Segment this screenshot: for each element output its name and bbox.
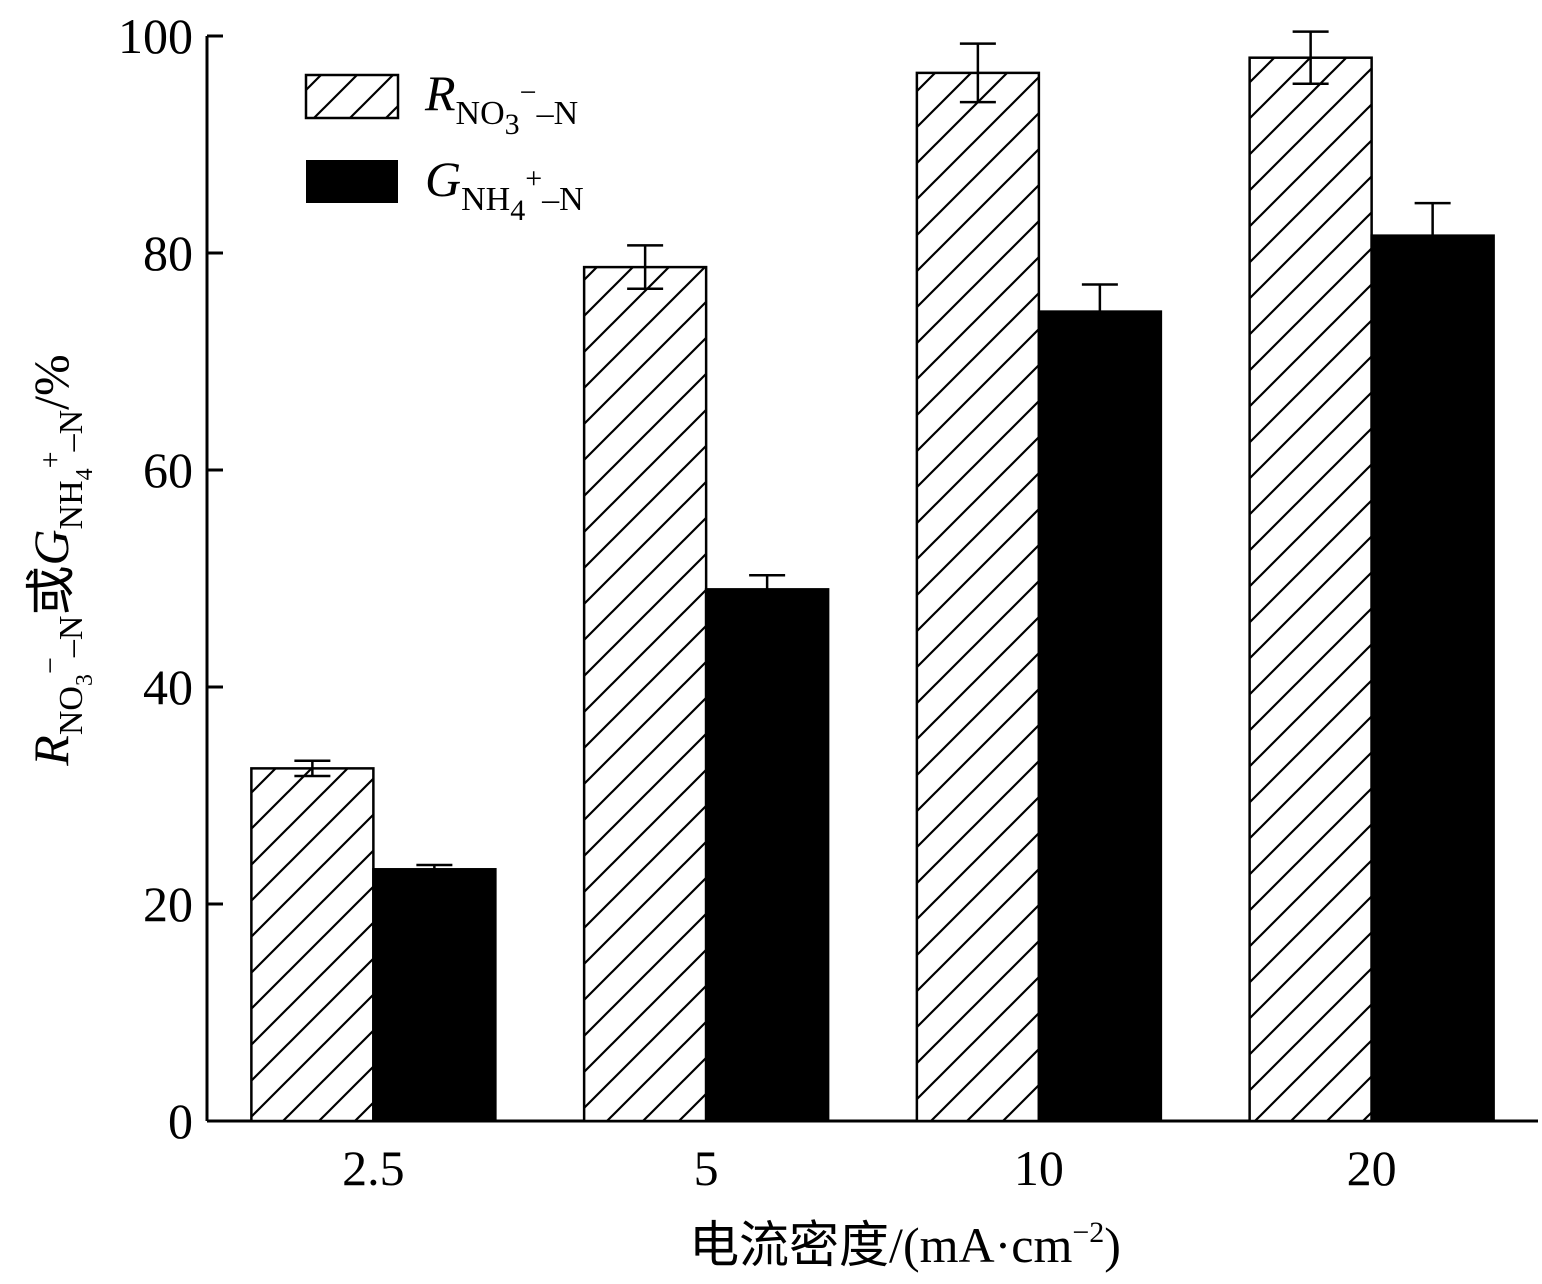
legend-label-g: GNH4+–N bbox=[425, 151, 584, 227]
error-bar-g-2.5 bbox=[416, 863, 453, 875]
bar-g-20 bbox=[1370, 234, 1495, 1123]
y-tick-label: 20 bbox=[143, 876, 193, 932]
y-axis-ticks: 0 20 40 60 80 100 bbox=[118, 8, 223, 1149]
error-bar-g-5 bbox=[749, 573, 786, 605]
legend-label-r: RNO3−–N bbox=[424, 65, 578, 141]
y-tick-label: 60 bbox=[143, 442, 193, 498]
error-bar-g-10 bbox=[1081, 283, 1118, 340]
bar-g-10 bbox=[1037, 310, 1163, 1123]
y-axis-label: RNO3−–N或GNH4+–N/% bbox=[23, 354, 98, 766]
x-tick-label: 10 bbox=[1014, 1140, 1064, 1196]
error-bar-r-20 bbox=[1292, 30, 1329, 85]
x-tick-label: 2.5 bbox=[342, 1140, 405, 1196]
y-tick-label: 100 bbox=[118, 8, 193, 64]
legend-swatch-r bbox=[304, 73, 400, 120]
y-tick-label: 0 bbox=[168, 1093, 193, 1149]
bar-r-20 bbox=[1248, 56, 1373, 1123]
bar-series bbox=[250, 56, 1495, 1123]
x-tick-label: 20 bbox=[1347, 1140, 1397, 1196]
bar-r-2.5 bbox=[250, 767, 375, 1123]
y-tick-label: 40 bbox=[143, 659, 193, 715]
error-bar-g-20 bbox=[1414, 201, 1451, 270]
error-bar-r-5 bbox=[627, 244, 664, 291]
bar-g-2.5 bbox=[372, 868, 497, 1123]
error-bar-r-10 bbox=[959, 42, 996, 104]
bar-r-10 bbox=[915, 71, 1041, 1123]
x-axis-label: 电流密度/(mA·cm−2) bbox=[689, 1216, 1121, 1273]
bar-g-5 bbox=[704, 588, 830, 1123]
x-tick-label: 5 bbox=[694, 1140, 719, 1196]
legend: RNO3−–N GNH4+–N bbox=[304, 65, 584, 227]
bar-r-5 bbox=[582, 265, 708, 1123]
error-bar-r-2.5 bbox=[294, 759, 331, 778]
legend-swatch-g bbox=[306, 160, 398, 203]
y-tick-label: 80 bbox=[143, 225, 193, 281]
error-bars bbox=[294, 30, 1451, 875]
